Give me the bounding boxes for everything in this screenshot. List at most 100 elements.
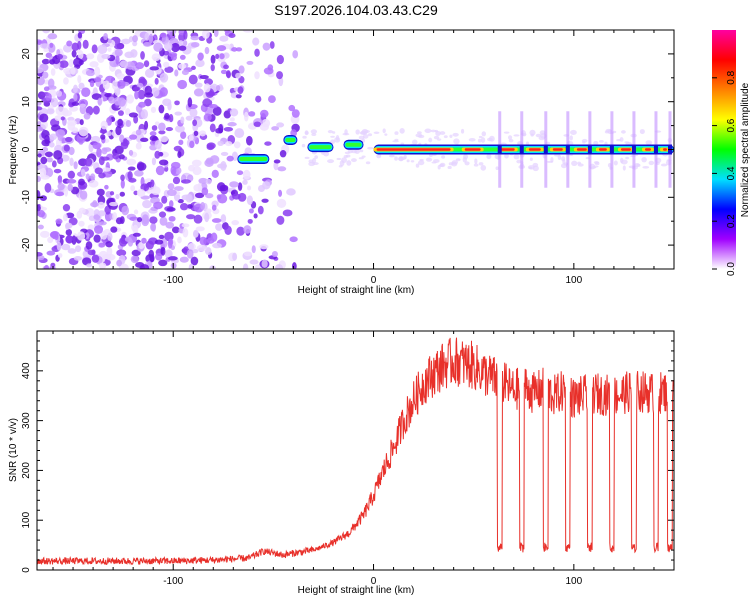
carrier-halo-speck [346,160,352,166]
noise-speck [57,253,63,258]
carrier-halo-speck [529,157,533,161]
carrier-core [620,148,631,151]
noise-speck [158,159,169,166]
carrier-halo-speck [367,146,374,150]
noise-speck [242,263,249,269]
noise-speck [120,179,125,189]
x-tick-label: 0 [371,576,377,587]
noise-speck [37,211,41,216]
noise-speck [288,104,296,112]
noise-speck [109,191,115,196]
carrier-halo-speck [447,165,452,170]
noise-speck [143,41,152,47]
noise-speck [282,209,293,217]
noise-speck [158,259,168,267]
noise-speck [135,142,142,150]
carrier-halo-speck [581,138,588,143]
noise-speck [268,95,276,104]
noise-speck [64,187,69,197]
noise-speck [70,186,80,195]
colorbar-tick-label: 0.2 [726,214,737,228]
noise-speck [229,108,239,117]
carrier-halo-speck [417,160,425,166]
noise-speck [54,144,63,153]
noise-speck [187,97,193,108]
noise-speck [62,204,71,212]
carrier-halo-speck [394,156,398,161]
noise-speck [255,95,262,103]
noise-speck [242,179,248,185]
noise-speck [37,251,43,257]
carrier-halo-speck [406,159,410,163]
carrier-halo-speck [314,155,318,159]
noise-speck [148,33,154,44]
noise-speck [77,75,82,84]
noise-speck [65,136,73,143]
noise-speck [69,157,74,167]
noise-speck [264,141,272,146]
carrier-halo-speck [463,154,469,160]
x-tick-label: -100 [163,275,183,286]
spectrogram-x-axis-label: Height of straight line (km) [298,285,415,296]
carrier-halo-speck [449,134,453,139]
carrier-halo-speck [616,139,622,142]
noise-speck [205,178,212,185]
noise-speck [220,160,227,171]
noise-speck [57,183,65,191]
carrier-halo-speck [304,156,310,159]
noise-speck [129,134,138,140]
noise-speck [37,67,44,74]
noise-speck [234,128,245,139]
noise-speck [262,42,271,51]
noise-speck [158,130,166,135]
noise-speck [159,73,169,83]
noise-speck [232,252,238,261]
carrier-halo-speck [636,163,641,167]
noise-speck [269,41,275,49]
carrier-core [376,148,451,151]
noise-speck [225,141,233,147]
noise-speck [71,127,79,134]
noise-speck [60,154,70,162]
noise-speck [181,194,192,201]
noise-speck [42,30,51,34]
noise-speck [246,135,253,146]
noise-speck [78,220,85,227]
noise-speck [112,152,120,160]
noise-speck [128,112,139,118]
noise-speck [226,155,234,162]
noise-speck [62,213,68,222]
noise-speck [94,225,104,234]
noise-speck [97,210,106,217]
noise-speck [81,87,91,98]
noise-speck [177,236,182,244]
noise-speck [135,129,142,136]
noise-speck [187,204,193,209]
carrier-halo-speck [433,135,440,140]
carrier-halo-speck [538,136,545,141]
noise-speck [78,126,89,137]
noise-speck [149,216,158,224]
noise-speck [209,155,220,164]
noise-speckle-layer [37,30,674,269]
noise-speck [170,161,181,169]
noise-speck [205,193,214,199]
y-tick-label: -10 [21,190,32,205]
carrier-halo-speck [570,129,577,135]
noise-speck [171,42,180,53]
carrier-halo-speck [399,127,405,134]
noise-speck [55,90,63,97]
spectrogram-y-ticks: -20 -10 0 10 20 [21,29,674,270]
noise-speck [65,235,73,244]
noise-speck [37,175,41,183]
noise-speck [91,249,96,256]
noise-speck [67,183,74,192]
noise-speck [59,60,69,69]
carrier-halo-speck [394,138,399,141]
noise-speck [75,245,82,253]
noise-speck [197,52,204,61]
noise-speck [235,47,243,52]
noise-speck [99,129,108,134]
noise-speck [160,32,167,38]
carrier-halo-speck [453,138,460,145]
